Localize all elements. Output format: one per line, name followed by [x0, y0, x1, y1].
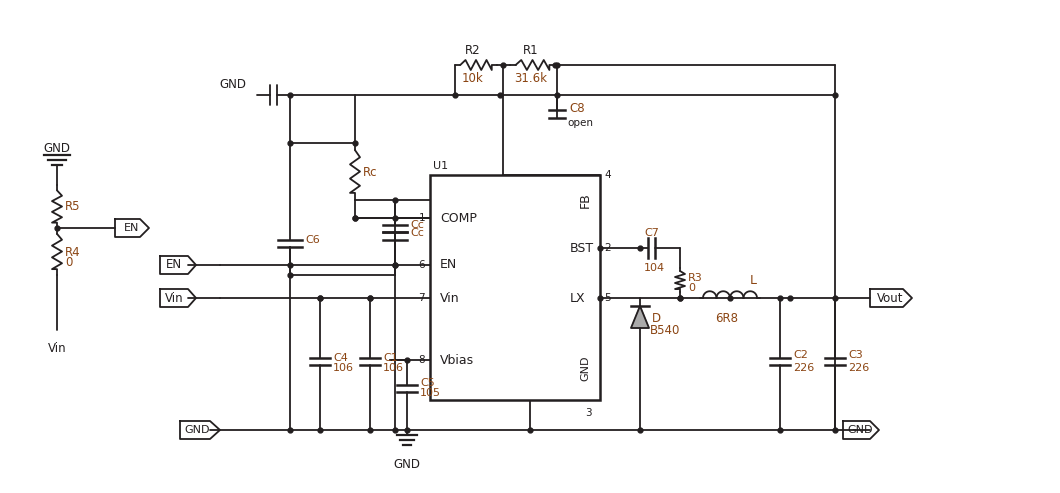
Text: FB: FB	[579, 192, 591, 208]
Text: 3: 3	[585, 408, 591, 418]
Text: COMP: COMP	[440, 211, 477, 224]
Text: Cc: Cc	[410, 228, 424, 238]
Text: R1: R1	[524, 43, 538, 57]
Text: 105: 105	[420, 388, 441, 398]
Text: 8: 8	[419, 355, 425, 365]
Text: C5: C5	[420, 378, 435, 388]
Text: C1: C1	[383, 353, 398, 363]
Text: C7: C7	[644, 228, 659, 238]
Text: Vin: Vin	[440, 291, 460, 305]
Text: Rc: Rc	[363, 166, 377, 178]
Text: Vout: Vout	[877, 291, 903, 305]
Text: L: L	[750, 274, 757, 286]
Text: GND: GND	[580, 355, 590, 381]
Text: 0: 0	[65, 256, 72, 270]
Text: C3: C3	[848, 350, 863, 360]
Text: R2: R2	[465, 43, 481, 57]
Text: EN: EN	[166, 258, 182, 272]
Text: C8: C8	[569, 102, 585, 114]
Text: 5: 5	[604, 293, 611, 303]
Text: 0: 0	[688, 283, 695, 293]
Text: 104: 104	[644, 263, 665, 273]
Text: D: D	[652, 312, 661, 324]
Text: R3: R3	[688, 273, 703, 283]
Text: GND: GND	[847, 425, 872, 435]
Text: 6R8: 6R8	[716, 312, 739, 325]
Text: Vin: Vin	[164, 291, 183, 305]
Text: 6: 6	[419, 260, 425, 270]
Text: 4: 4	[604, 170, 611, 180]
Text: Cc: Cc	[410, 220, 424, 230]
Text: C6: C6	[305, 235, 320, 245]
Text: Vbias: Vbias	[440, 353, 474, 366]
Text: 226: 226	[848, 363, 869, 373]
Text: GND: GND	[43, 141, 71, 154]
Text: GND: GND	[184, 425, 210, 435]
Text: LX: LX	[570, 291, 585, 305]
Text: EN: EN	[440, 258, 457, 272]
Text: 7: 7	[419, 293, 425, 303]
Text: 1: 1	[419, 213, 425, 223]
Text: 106: 106	[333, 363, 354, 373]
Text: EN: EN	[124, 223, 140, 233]
Text: GND: GND	[393, 458, 421, 471]
Text: 106: 106	[383, 363, 404, 373]
Text: C2: C2	[793, 350, 808, 360]
Text: 31.6k: 31.6k	[514, 71, 548, 84]
Text: BST: BST	[570, 242, 594, 254]
Text: 10k: 10k	[462, 71, 483, 84]
Text: B540: B540	[650, 323, 681, 337]
Text: U1: U1	[432, 161, 448, 171]
Text: R5: R5	[65, 201, 81, 213]
Text: open: open	[567, 118, 593, 128]
Text: R4: R4	[65, 246, 81, 258]
Bar	[430, 175, 600, 400]
Text: GND: GND	[219, 78, 247, 92]
Text: 2: 2	[604, 243, 611, 253]
Text: 226: 226	[793, 363, 814, 373]
Text: Vin: Vin	[48, 342, 67, 355]
Text: C4: C4	[333, 353, 348, 363]
Polygon shape	[631, 306, 649, 328]
